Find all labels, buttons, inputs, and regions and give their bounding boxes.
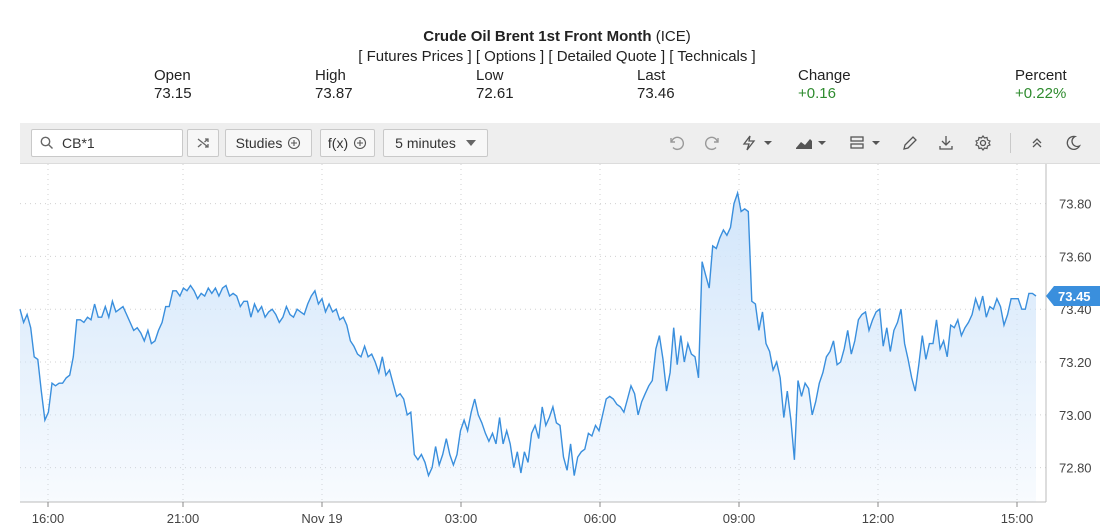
change-stat: Change +0.16 [798, 67, 851, 103]
exchange-label: (ICE) [655, 28, 691, 45]
moon-icon[interactable] [1063, 133, 1083, 153]
last-value: 73.46 [637, 85, 675, 102]
change-value: +0.16 [798, 85, 836, 102]
gear-icon[interactable] [973, 133, 993, 153]
symbol-input[interactable] [60, 134, 174, 152]
instrument-title: Crude Oil Brent 1st Front Month (ICE) [0, 28, 1114, 45]
low-label: Low [476, 67, 504, 84]
technicals-link[interactable]: [ Technicals ] [669, 48, 756, 65]
y-tick-label: 73.00 [1059, 408, 1092, 423]
x-tick-label: 09:00 [723, 511, 756, 526]
last-price-marker: 73.45 [1046, 286, 1100, 307]
x-tick-label: 21:00 [167, 511, 200, 526]
high-label: High [315, 67, 346, 84]
price-line [19, 190, 1037, 478]
fx-label: f(x) [327, 135, 349, 151]
y-tick-label: 73.60 [1059, 249, 1092, 264]
caret-down-icon [465, 140, 476, 146]
y-tick-label: 73.80 [1059, 197, 1092, 212]
chart-type-icon[interactable] [792, 133, 832, 153]
instrument-name: Crude Oil Brent 1st Front Month [423, 28, 652, 45]
x-tick-label: 16:00 [32, 511, 65, 526]
x-tick-label: Nov 19 [301, 511, 342, 526]
symbol-search[interactable] [31, 129, 183, 157]
interval-label: 5 minutes [395, 135, 456, 151]
x-tick-label: 12:00 [862, 511, 895, 526]
low-stat: Low 72.61 [476, 67, 514, 103]
flash-tools-icon[interactable] [738, 133, 778, 153]
shuffle-icon [197, 138, 209, 148]
add-circle-icon [354, 136, 367, 150]
fx-button[interactable]: f(x) [320, 129, 375, 157]
open-value: 73.15 [154, 85, 192, 102]
chart-toolbar: Studies f(x) 5 minutes [20, 123, 1100, 164]
add-circle-icon [288, 136, 301, 150]
toolbar-divider [1010, 133, 1011, 153]
last-stat: Last 73.46 [637, 67, 675, 103]
download-icon[interactable] [936, 133, 956, 153]
redo-icon[interactable] [703, 133, 723, 153]
price-area [20, 193, 1036, 502]
high-stat: High 73.87 [315, 67, 353, 103]
y-tick-label: 73.20 [1059, 355, 1092, 370]
change-label: Change [798, 67, 851, 84]
low-value: 72.61 [476, 85, 514, 102]
layout-icon[interactable] [846, 133, 886, 153]
options-link[interactable]: [ Options ] [475, 48, 545, 65]
pencil-icon[interactable] [900, 133, 920, 153]
last-price-label: 73.45 [1058, 289, 1091, 304]
studies-label: Studies [235, 135, 283, 151]
undo-icon[interactable] [666, 133, 686, 153]
x-tick-label: 03:00 [445, 511, 478, 526]
x-tick-label: 06:00 [584, 511, 617, 526]
compare-button[interactable] [187, 129, 219, 157]
open-label: Open [154, 67, 191, 84]
x-tick-label: 15:00 [1001, 511, 1034, 526]
last-label: Last [637, 67, 666, 84]
percent-label: Percent [1015, 67, 1067, 84]
interval-select[interactable]: 5 minutes [383, 129, 488, 157]
collapse-icon[interactable] [1027, 133, 1047, 153]
search-icon [40, 136, 53, 149]
quote-links: [ Futures Prices ] [ Options ] [ Detaile… [0, 48, 1114, 65]
y-tick-label: 72.80 [1059, 461, 1092, 476]
futures-prices-link[interactable]: [ Futures Prices ] [358, 48, 472, 65]
high-value: 73.87 [315, 85, 353, 102]
studies-button[interactable]: Studies [225, 129, 312, 157]
percent-stat: Percent +0.22% [1015, 67, 1067, 103]
open-stat: Open 73.15 [154, 67, 192, 103]
detailed-quote-link[interactable]: [ Detailed Quote ] [548, 48, 666, 65]
percent-value: +0.22% [1015, 85, 1067, 102]
